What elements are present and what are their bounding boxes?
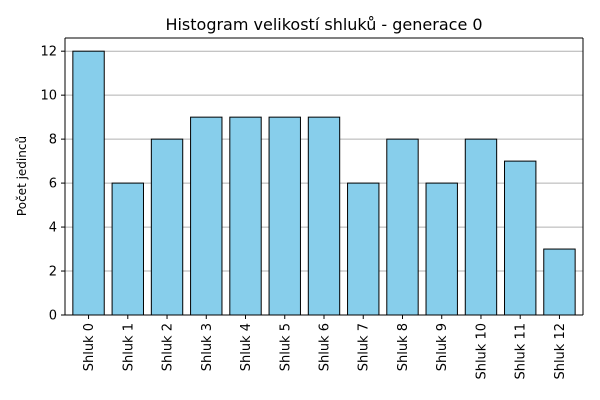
x-tick-label: Shluk 9 bbox=[435, 323, 450, 371]
bar-shluk-12 bbox=[543, 248, 576, 316]
x-tick-label: Shluk 10 bbox=[474, 323, 489, 380]
bars bbox=[72, 50, 576, 316]
x-tick-label: Shluk 11 bbox=[514, 323, 529, 380]
bar-shluk-3 bbox=[190, 116, 223, 316]
y-tick-label: 12 bbox=[40, 45, 57, 60]
x-axis-ticks: Shluk 0 Shluk 1 Shluk 2 Shluk 3 Shluk 4 Shluk… bbox=[82, 315, 568, 380]
x-tick-label: Shluk 7 bbox=[357, 323, 372, 371]
y-tick-label: 4 bbox=[49, 221, 57, 236]
y-tick-label: 6 bbox=[49, 177, 57, 192]
x-tick-label: Shluk 5 bbox=[278, 323, 293, 371]
x-tick-label: Shluk 1 bbox=[121, 323, 136, 371]
x-tick-label: Shluk 3 bbox=[200, 323, 215, 371]
bar-shluk-8 bbox=[386, 138, 419, 316]
x-tick-label: Shluk 6 bbox=[318, 323, 333, 371]
bar-shluk-2 bbox=[150, 138, 184, 316]
y-axis-label: Počet jedinců bbox=[15, 136, 29, 216]
bar-shluk-7 bbox=[347, 182, 380, 316]
chart-title: Histogram velikostí shluků - generace 0 bbox=[165, 15, 482, 34]
bar-shluk-9 bbox=[425, 182, 458, 316]
y-tick-label: 10 bbox=[40, 89, 57, 104]
bar-shluk-1 bbox=[111, 182, 144, 316]
x-tick-label: Shluk 2 bbox=[161, 323, 176, 371]
bar-shluk-11 bbox=[504, 160, 537, 316]
y-tick-label: 0 bbox=[49, 309, 57, 324]
x-tick-label: Shluk 8 bbox=[396, 323, 411, 371]
bar-shluk-0 bbox=[72, 50, 105, 316]
bar-shluk-6 bbox=[307, 116, 341, 316]
x-tick-label: Shluk 12 bbox=[553, 323, 568, 380]
y-tick-label: 8 bbox=[49, 133, 57, 148]
bar-shluk-10 bbox=[464, 138, 498, 316]
y-tick-label: 2 bbox=[49, 265, 57, 280]
x-tick-label: Shluk 4 bbox=[239, 323, 254, 371]
y-axis-ticks: 0 2 4 6 8 10 12 bbox=[40, 45, 65, 324]
bar-shluk-5 bbox=[268, 116, 301, 316]
x-tick-label: Shluk 0 bbox=[82, 323, 97, 371]
bar-shluk-4 bbox=[229, 116, 262, 316]
